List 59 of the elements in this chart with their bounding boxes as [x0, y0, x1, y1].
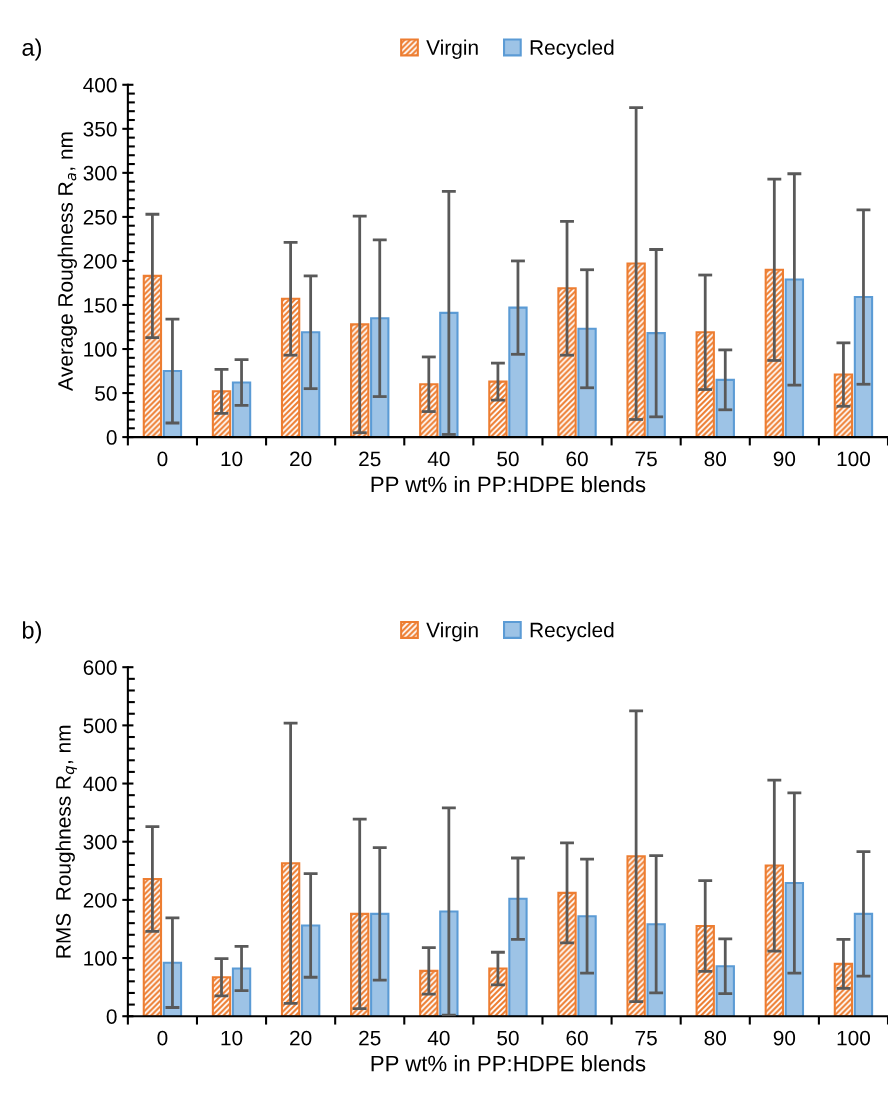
y-tick-label: 600 — [83, 660, 117, 675]
x-tick-label: 90 — [773, 451, 796, 467]
legend-label: Virgin — [426, 39, 478, 59]
x-tick-label: 0 — [157, 1030, 168, 1046]
x-tick-label: 40 — [427, 451, 450, 467]
y-axis-title: Average Roughness R$_{a}$, nm — [57, 132, 77, 391]
x-tick-label: 60 — [566, 451, 588, 467]
x-tick-label: 50 — [497, 451, 519, 467]
x-tick-label: 60 — [566, 1030, 588, 1046]
y-tick-label: 300 — [83, 834, 117, 850]
text: b) — [22, 621, 41, 644]
legend-label: Recycled — [530, 622, 614, 642]
legend-label: Virgin — [426, 622, 478, 642]
y-tick-label: 50 — [95, 386, 117, 401]
x-tick-label: 80 — [704, 451, 727, 467]
y-tick-label: 200 — [83, 253, 117, 269]
x-tick-label: 20 — [290, 451, 312, 467]
x-tick-label: 40 — [427, 1030, 450, 1046]
bar — [142, 274, 163, 438]
bar — [577, 327, 597, 438]
bar — [280, 297, 301, 438]
y-tick-label: 100 — [84, 951, 117, 966]
bar — [577, 915, 597, 1017]
y-tick-label: 0 — [106, 430, 117, 445]
x-tick-label: 90 — [773, 1030, 796, 1046]
legend-label: Recycled — [530, 39, 614, 59]
x-tick-label: 80 — [704, 1030, 727, 1046]
y-tick-label: 100 — [84, 342, 117, 357]
y-axis-title: RMS Roughness R$_{q}$, nm — [55, 725, 77, 958]
x-tick-label: 25 — [359, 1030, 381, 1046]
y-tick-label: 400 — [83, 776, 117, 792]
bar — [488, 967, 508, 1017]
y-tick-label: 400 — [83, 77, 117, 93]
y-tick-label: 300 — [83, 165, 117, 181]
y-tick-label: 350 — [83, 121, 117, 137]
x-axis-title: PP wt% in PP:HDPE blends — [371, 475, 646, 493]
x-tick-label: 10 — [221, 1030, 243, 1046]
bar — [488, 380, 508, 438]
x-tick-label: 0 — [157, 451, 168, 467]
bar — [142, 877, 163, 1017]
x-axis-title: PP wt% in PP:HDPE blends — [371, 1055, 646, 1072]
y-tick-label: 500 — [83, 718, 117, 734]
bar — [508, 897, 528, 1017]
bar — [557, 891, 577, 1017]
x-tick-label: 25 — [359, 451, 381, 467]
y-tick-label: 150 — [84, 297, 117, 313]
text: a) — [22, 38, 41, 61]
x-tick-label: 20 — [290, 1030, 312, 1046]
y-tick-label: 0 — [106, 1009, 117, 1024]
x-tick-label: 100 — [837, 1030, 871, 1046]
bar — [557, 287, 577, 438]
y-tick-label: 200 — [83, 892, 117, 908]
x-tick-label: 75 — [635, 1030, 657, 1046]
bar — [508, 306, 528, 438]
x-tick-label: 10 — [221, 451, 243, 467]
x-tick-label: 75 — [635, 451, 657, 467]
x-tick-label: 100 — [837, 451, 871, 467]
y-tick-label: 250 — [83, 209, 117, 225]
x-tick-label: 50 — [497, 1030, 519, 1046]
